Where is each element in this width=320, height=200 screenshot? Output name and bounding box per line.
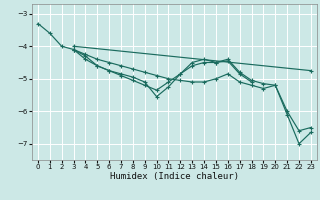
X-axis label: Humidex (Indice chaleur): Humidex (Indice chaleur) [110, 172, 239, 181]
